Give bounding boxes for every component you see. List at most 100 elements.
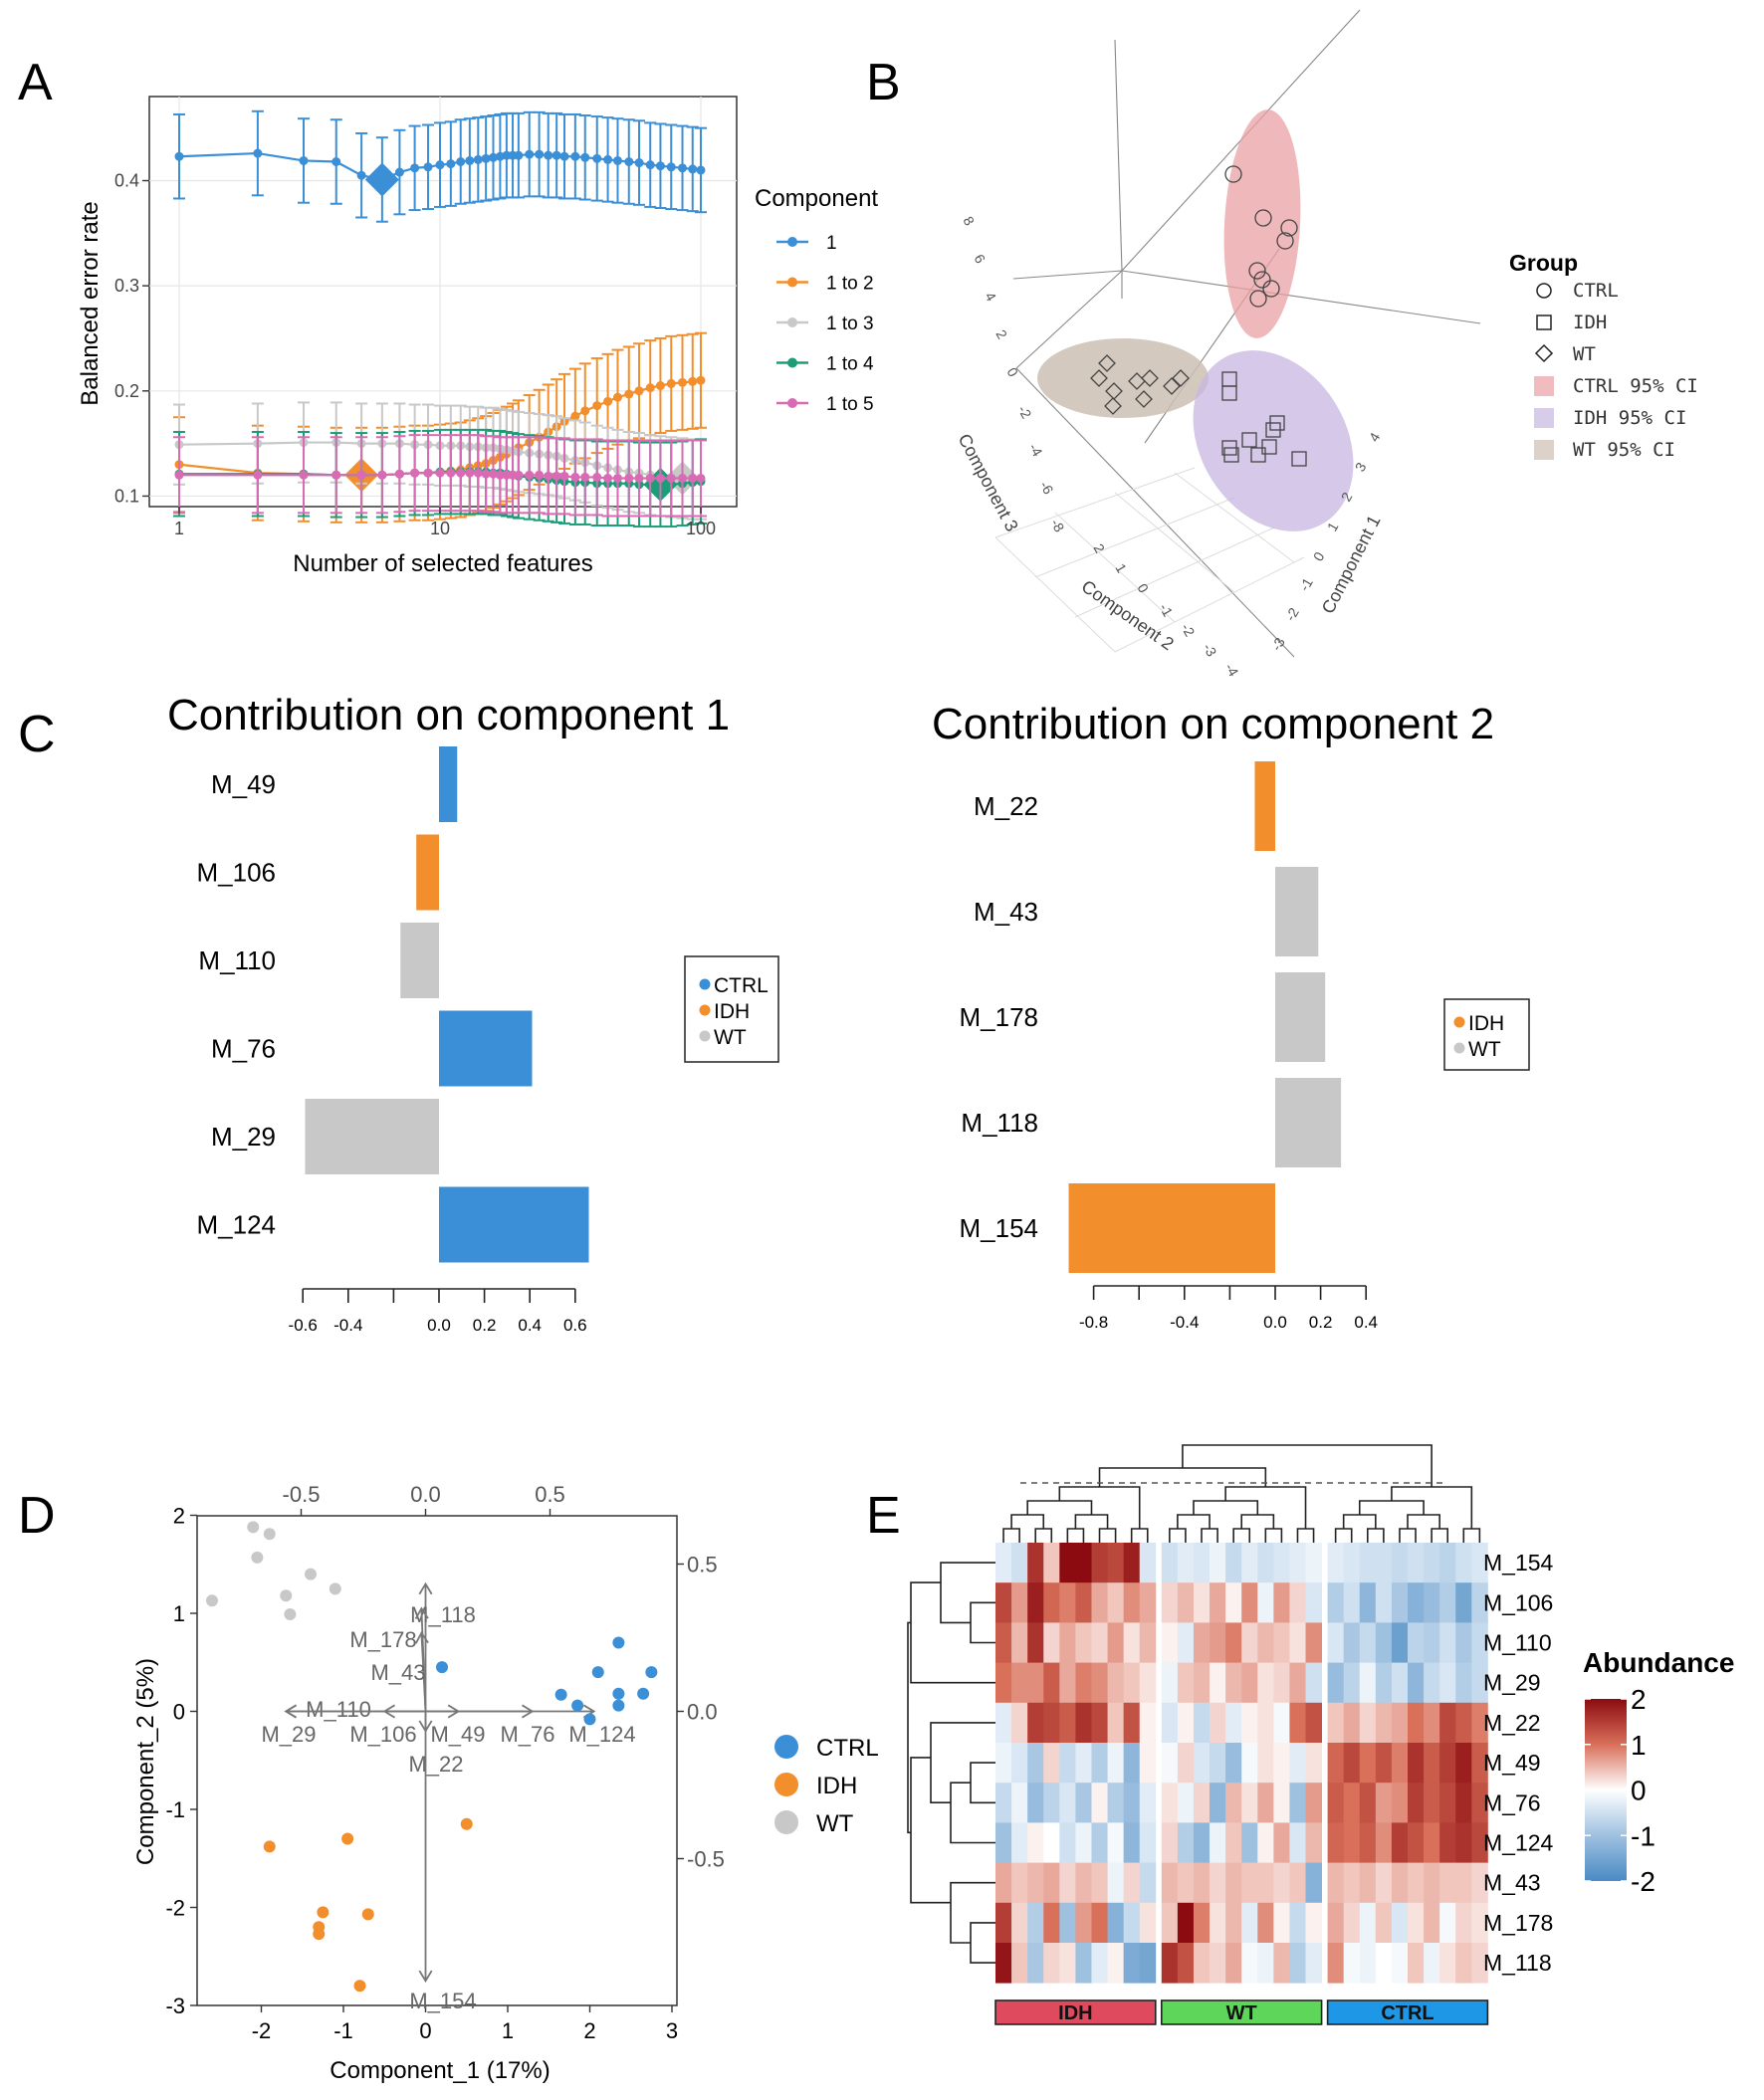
panel-e-cell xyxy=(1043,1702,1060,1744)
panel-e-cell xyxy=(1225,1902,1242,1944)
panel-e-cell xyxy=(1059,1662,1076,1704)
panel-d-ytick-label: -3 xyxy=(165,1994,185,2018)
panel-a-legend-title: Component xyxy=(755,185,878,212)
panel-e-cell xyxy=(1327,1943,1345,1984)
panel-e-cell xyxy=(1305,1582,1322,1623)
panel-b-legend-fill-swatch xyxy=(1534,376,1554,396)
panel-e-cell xyxy=(1359,1743,1377,1784)
panel-e-cell xyxy=(1107,1862,1125,1904)
panel-b-legend-diamond-icon xyxy=(1534,343,1554,363)
panel-e-cell xyxy=(1273,1862,1290,1904)
panel-a-point xyxy=(481,469,491,479)
panel-c2-title: Contribution on component 2 xyxy=(932,700,1494,748)
panel-e-cell xyxy=(1091,1783,1108,1823)
panel-e-cell xyxy=(1471,1822,1488,1863)
panel-e-cell xyxy=(1091,1743,1108,1784)
panel-e-cell xyxy=(1091,1662,1108,1704)
panel-c2-axis-tick-label: -0.8 xyxy=(1079,1313,1108,1332)
panel-d-point-wt xyxy=(206,1594,218,1607)
panel-e-cell xyxy=(1123,1822,1141,1863)
panel-e-cell xyxy=(1471,1943,1488,1984)
panel-d-top-tick-label: -0.5 xyxy=(283,1482,321,1507)
panel-a-point xyxy=(174,151,184,161)
panel-e-column-dendrogram xyxy=(1002,1444,1481,1543)
panel-a-point xyxy=(174,470,184,480)
panel-e-cell xyxy=(1273,1662,1290,1704)
panel-e-col-branch xyxy=(1264,1528,1283,1543)
panel-b-legend: Group CTRL IDH WT CTRL 95% CI IDH 95% CI WT 9… xyxy=(1509,250,1698,461)
panel-a-point xyxy=(465,468,475,478)
panel-e-cell xyxy=(1091,1702,1108,1744)
panel-b-legend-label: CTRL 95% CI xyxy=(1573,375,1698,397)
panel-e-cell xyxy=(1289,1662,1306,1704)
panel-e-cell xyxy=(1327,1743,1345,1784)
panel-c2-bar-M_118 xyxy=(1275,1078,1342,1167)
panel-e-cell xyxy=(1359,1783,1377,1823)
panel-e-cell xyxy=(1091,1582,1108,1623)
panel-a-point xyxy=(634,158,644,168)
panel-e-cell xyxy=(1408,1943,1425,1984)
panel-e-row-branch xyxy=(910,1581,995,1684)
panel-d-loading-arrow-M_43 xyxy=(420,1632,427,1712)
panel-b-axis2-tick: -2 xyxy=(1178,621,1198,640)
panel-e-cell xyxy=(1241,1743,1258,1784)
panel-c1-legend-dot xyxy=(699,1030,711,1042)
panel-e-cell xyxy=(1241,1862,1258,1904)
panel-e-cell xyxy=(1123,1543,1141,1583)
panel-c2-axis-tick-label: -0.4 xyxy=(1170,1313,1199,1332)
panel-e-cell xyxy=(1043,1943,1060,1984)
panel-e-cell xyxy=(1391,1662,1409,1704)
panel-e-color-scale xyxy=(1585,1699,1627,1881)
panel-e-cell xyxy=(1210,1662,1226,1704)
panel-e-cell xyxy=(1043,1902,1060,1944)
panel-e-cell xyxy=(1289,1783,1306,1823)
panel-d-loading-label: M_178 xyxy=(349,1627,416,1652)
panel-c2-axis-tick-label: 0.0 xyxy=(1263,1313,1287,1332)
panel-e-cell xyxy=(1408,1902,1425,1944)
panel-e-row-branch xyxy=(970,1922,995,1964)
panel-d-legend: CTRL IDH WT xyxy=(774,1735,879,1837)
panel-e-cell xyxy=(1375,1822,1393,1863)
panel-e-cell xyxy=(1225,1743,1242,1784)
panel-e-heatmap: M_154 M_106 M_110 M_29 M_22 M_49 M_76 M_124 M_43… xyxy=(907,1444,1734,2025)
panel-d-point-wt xyxy=(305,1568,317,1580)
panel-e-cell xyxy=(1375,1743,1393,1784)
panel-e-cell xyxy=(1059,1743,1076,1784)
panel-a-series xyxy=(173,109,707,528)
panel-a-point xyxy=(423,162,433,172)
panel-e-cell xyxy=(1391,1902,1409,1944)
panel-e-cell xyxy=(995,1902,1012,1944)
panel-e-cell xyxy=(1193,1543,1211,1583)
panel-e-cell xyxy=(1075,1662,1092,1704)
panel-e-col-branch xyxy=(1367,1528,1385,1543)
panel-e-cell xyxy=(1455,1622,1472,1663)
panel-e-cell xyxy=(1059,1702,1076,1744)
panel-c1-legend-label: IDH xyxy=(714,1000,750,1023)
panel-c1-axis-tick-label: 0.4 xyxy=(518,1316,542,1335)
panel-e-col-branch xyxy=(1182,1444,1433,1487)
panel-e-col-branch xyxy=(1296,1528,1315,1543)
panel-e-col-branch xyxy=(1224,1486,1307,1529)
panel-a-point xyxy=(253,470,263,480)
panel-a-legend-label: 1 xyxy=(826,233,837,254)
panel-e-cell xyxy=(1043,1783,1060,1823)
panel-e-cell xyxy=(1359,1543,1377,1583)
panel-a-point xyxy=(603,396,613,406)
panel-e-row-label: M_106 xyxy=(1483,1589,1553,1615)
panel-e-cell xyxy=(1027,1743,1044,1784)
panel-a-point xyxy=(377,470,387,480)
panel-d-loading-label: M_76 xyxy=(500,1722,554,1747)
panel-e-col-branch xyxy=(1462,1528,1481,1543)
panel-e-cell xyxy=(1408,1702,1425,1744)
panel-b-axis2-tick: -1 xyxy=(1156,601,1176,620)
panel-b-legend-label: IDH 95% CI xyxy=(1573,407,1686,429)
panel-e-cell xyxy=(1257,1622,1274,1663)
panel-d-legend-dot xyxy=(774,1735,798,1759)
panel-e-cell xyxy=(1305,1543,1322,1583)
panel-d-point-ctrl xyxy=(591,1666,604,1679)
panel-e-cell xyxy=(1043,1743,1060,1784)
panel-e-cell xyxy=(1327,1862,1345,1904)
panel-d-point-ctrl xyxy=(571,1699,584,1712)
panel-d-ytick-label: -2 xyxy=(165,1896,185,1921)
panel-b-axis1-tick: -2 xyxy=(1282,605,1302,624)
